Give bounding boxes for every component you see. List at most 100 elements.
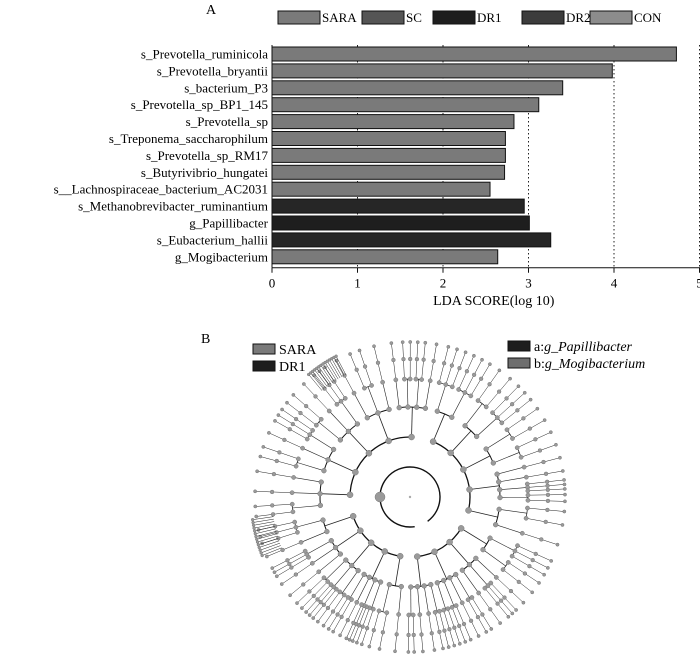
branch	[284, 439, 303, 449]
branch	[320, 493, 351, 496]
tree-node	[254, 514, 259, 519]
branch	[510, 590, 524, 603]
tree-node	[431, 358, 436, 364]
branch	[391, 343, 394, 361]
tree-node	[414, 584, 421, 590]
branch	[443, 580, 455, 607]
tree-node	[496, 389, 502, 394]
clade-arc	[415, 526, 463, 558]
tree-node	[272, 570, 277, 575]
tree-node	[289, 490, 295, 496]
category-label: g_Mogibacterium	[175, 249, 268, 264]
tree-node	[369, 383, 374, 388]
branch	[382, 382, 390, 410]
tree-node	[497, 494, 503, 501]
tree-node	[459, 600, 465, 606]
highlight-legend: a:g_Papillibacter b:g_Mogibacterium	[507, 340, 645, 372]
branch	[312, 371, 326, 389]
tree-node	[421, 357, 426, 362]
tree-node	[400, 340, 405, 345]
tree-node	[515, 408, 520, 413]
tree-node	[317, 491, 323, 497]
tree-node	[287, 427, 292, 432]
tree-node	[545, 492, 551, 497]
branch	[313, 604, 325, 619]
tree-node	[545, 498, 551, 504]
tree-node	[463, 350, 468, 355]
tree-node	[318, 600, 323, 605]
branch	[439, 611, 445, 631]
x-tick-label: 0	[269, 276, 276, 291]
tree-node	[500, 567, 506, 572]
branch	[382, 584, 390, 612]
branch	[492, 398, 507, 413]
tree-node	[466, 486, 473, 493]
branch	[416, 556, 422, 587]
branch	[328, 614, 338, 630]
branch	[535, 431, 551, 440]
branch	[477, 617, 487, 633]
tree-node	[321, 623, 326, 628]
branch	[359, 350, 366, 367]
branch	[463, 455, 491, 470]
tree-node	[449, 604, 455, 610]
branch	[369, 630, 375, 647]
tree-node	[422, 405, 429, 411]
legend-swatch-dr1	[432, 10, 476, 25]
branch	[292, 492, 321, 495]
tree-node	[502, 595, 507, 600]
tree-node	[300, 445, 305, 451]
branch	[258, 538, 279, 545]
tree-node	[495, 601, 500, 606]
branch	[526, 473, 547, 478]
branch	[485, 433, 510, 450]
tree-node	[521, 416, 526, 421]
branch	[333, 357, 345, 376]
branch	[489, 370, 500, 385]
tree-node	[504, 396, 509, 401]
branch	[524, 461, 544, 468]
branch	[439, 631, 444, 649]
tree-node	[494, 415, 500, 421]
tree-node	[291, 393, 296, 397]
branch	[396, 614, 399, 635]
tree-node	[541, 459, 546, 465]
tree-node	[307, 589, 312, 594]
branch	[353, 392, 368, 418]
tree-node	[548, 430, 553, 435]
branch	[501, 410, 518, 424]
tree-node	[345, 618, 350, 623]
branch	[406, 379, 409, 408]
branch	[255, 491, 273, 493]
branch	[475, 558, 497, 578]
tree-node	[417, 612, 423, 617]
tree-node	[344, 636, 349, 641]
branch	[522, 533, 542, 540]
tree-node	[365, 450, 373, 457]
tree-node	[318, 479, 324, 485]
branch	[373, 346, 379, 363]
tree-node	[289, 501, 295, 507]
branch	[287, 550, 306, 561]
branch	[292, 423, 310, 435]
branch	[517, 545, 536, 555]
branch	[301, 595, 314, 609]
branch	[260, 542, 281, 551]
branch	[341, 570, 359, 594]
tree-node	[533, 437, 538, 442]
tree-node	[377, 579, 384, 585]
branch	[256, 533, 278, 540]
tree-node	[562, 478, 566, 482]
tree-node	[408, 584, 414, 590]
tree-node	[280, 547, 285, 553]
tree-node	[380, 379, 385, 385]
tree-node	[522, 390, 527, 395]
branch	[482, 549, 506, 567]
tree-node	[514, 608, 518, 612]
tree-node	[441, 607, 447, 613]
bar-s-prevotella-bryantii	[271, 63, 613, 79]
highlight-label-b: b:g_Mogibacterium	[534, 357, 645, 372]
tree-node	[258, 548, 262, 552]
branch	[543, 457, 561, 463]
legend-label-dr1: DR1	[477, 10, 502, 25]
